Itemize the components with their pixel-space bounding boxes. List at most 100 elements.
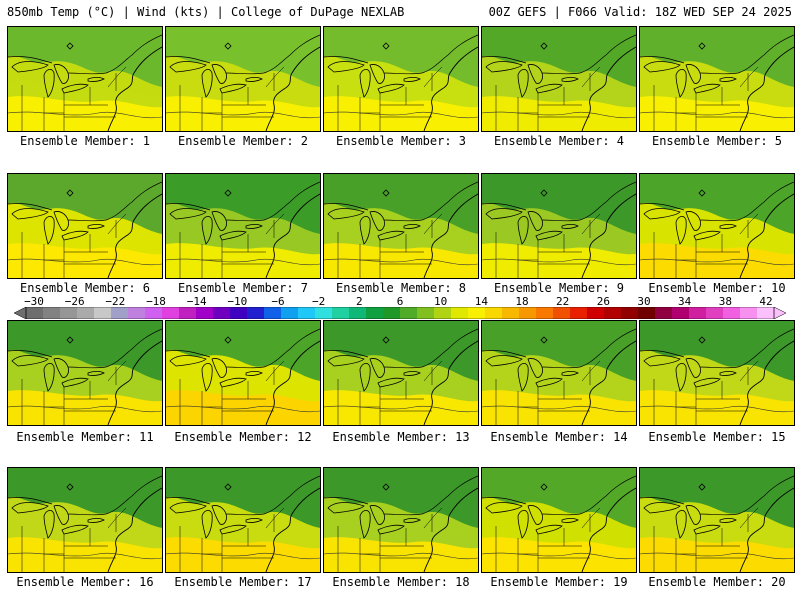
ensemble-member-map[interactable] xyxy=(165,26,321,132)
temperature-map xyxy=(324,468,478,572)
colorbar-swatch xyxy=(400,307,418,319)
state-border xyxy=(581,66,601,88)
great-lake-outline xyxy=(535,377,563,388)
coastline xyxy=(423,193,478,278)
ensemble-member-map[interactable] xyxy=(323,320,479,426)
colorbar-swatch xyxy=(536,307,554,319)
isotherm-contour xyxy=(166,111,320,119)
great-lake-outline xyxy=(87,518,105,523)
colorbar-swatch xyxy=(366,307,384,319)
ensemble-member-map[interactable] xyxy=(481,173,637,279)
great-lake-outline xyxy=(43,216,55,245)
colorbar-swatch xyxy=(247,307,265,319)
ensemble-member-map[interactable] xyxy=(481,320,637,426)
temperature-map xyxy=(8,468,162,572)
temp-field-warm xyxy=(324,537,478,572)
temp-field-warm xyxy=(8,537,162,572)
temp-field-cool xyxy=(640,321,794,381)
ensemble-member-map[interactable] xyxy=(165,173,321,279)
temp-field-warm xyxy=(166,537,320,572)
great-lake-outline xyxy=(61,230,89,241)
colorbar-swatch xyxy=(281,307,299,319)
ensemble-member-map[interactable] xyxy=(639,173,795,279)
coastline xyxy=(265,193,320,278)
great-lake-outline xyxy=(359,363,371,392)
isotherm-contour xyxy=(482,552,636,560)
ensemble-member-map[interactable] xyxy=(639,467,795,573)
state-border xyxy=(265,360,285,382)
ensemble-member-map[interactable] xyxy=(323,173,479,279)
great-lake-outline xyxy=(43,69,55,98)
temperature-map xyxy=(482,321,636,425)
great-lake-outline xyxy=(369,64,385,84)
colorbar-swatch xyxy=(264,307,282,319)
ensemble-member-caption: Ensemble Member: 7 xyxy=(177,281,309,295)
great-lake-outline xyxy=(61,83,89,94)
international-border xyxy=(324,181,478,222)
station-marker-icon xyxy=(66,483,74,491)
coastline xyxy=(423,46,478,131)
temperature-map xyxy=(8,321,162,425)
great-lake-outline xyxy=(643,61,681,73)
colorbar-swatch xyxy=(213,307,231,319)
ensemble-member-map[interactable] xyxy=(7,173,163,279)
temperature-map xyxy=(640,468,794,572)
temp-field-warm xyxy=(482,390,636,425)
great-lake-outline xyxy=(369,505,385,525)
colorbar-tick-label: 18 xyxy=(515,295,529,308)
great-lake-outline xyxy=(377,524,405,535)
ensemble-member-map[interactable] xyxy=(639,320,795,426)
temp-field-warm xyxy=(166,390,320,425)
ensemble-member-map[interactable] xyxy=(7,320,163,426)
ensemble-member-map[interactable] xyxy=(481,26,637,132)
ensemble-member-caption: Ensemble Member: 9 xyxy=(493,281,625,295)
ensemble-member-map[interactable] xyxy=(323,26,479,132)
colorbar-swatch xyxy=(638,307,656,319)
state-border xyxy=(739,360,759,382)
great-lake-outline xyxy=(535,230,563,241)
ensemble-member-caption: Ensemble Member: 19 xyxy=(490,575,628,589)
international-border xyxy=(324,328,478,369)
ensemble-member-map[interactable] xyxy=(7,26,163,132)
station-marker-icon xyxy=(224,42,232,50)
station-marker-icon xyxy=(66,189,74,197)
ensemble-member-caption: Ensemble Member: 4 xyxy=(493,134,625,148)
coastline xyxy=(107,193,162,278)
great-lake-outline xyxy=(201,363,213,392)
ensemble-member-map[interactable] xyxy=(481,467,637,573)
temperature-map xyxy=(8,174,162,278)
coastline xyxy=(107,340,162,425)
temp-field-warm xyxy=(482,537,636,572)
ensemble-member-caption: Ensemble Member: 6 xyxy=(19,281,151,295)
great-lake-outline xyxy=(169,208,207,220)
colorbar-swatch xyxy=(77,307,95,319)
great-lake-outline xyxy=(169,355,207,367)
isotherm-contour xyxy=(640,552,794,560)
great-lake-outline xyxy=(327,208,365,220)
coastline xyxy=(739,340,794,425)
colorbar-swatch xyxy=(111,307,129,319)
temp-field-warm xyxy=(640,243,794,278)
colorbar-tick-label: −10 xyxy=(227,295,248,308)
station-marker-icon xyxy=(382,336,390,344)
ensemble-member-map[interactable] xyxy=(323,467,479,573)
ensemble-member-caption: Ensemble Member: 8 xyxy=(335,281,467,295)
great-lake-outline xyxy=(693,377,721,388)
temp-field-warm xyxy=(8,390,162,425)
great-lake-outline xyxy=(561,224,579,229)
ensemble-member-map[interactable] xyxy=(165,467,321,573)
ensemble-member-map[interactable] xyxy=(639,26,795,132)
colorbar-tick-label: 42 xyxy=(759,295,773,308)
colorbar-swatch xyxy=(383,307,401,319)
great-lake-outline xyxy=(61,377,89,388)
ensemble-member-map[interactable] xyxy=(165,320,321,426)
ensemble-member-map[interactable] xyxy=(7,467,163,573)
great-lake-outline xyxy=(53,211,69,231)
colorbar-tick-label: 10 xyxy=(434,295,448,308)
temp-field-cool xyxy=(8,174,162,234)
great-lake-outline xyxy=(327,502,365,514)
great-lake-outline xyxy=(377,83,405,94)
temp-field-cool xyxy=(8,27,162,87)
great-lake-outline xyxy=(535,524,563,535)
great-lake-outline xyxy=(403,371,421,376)
